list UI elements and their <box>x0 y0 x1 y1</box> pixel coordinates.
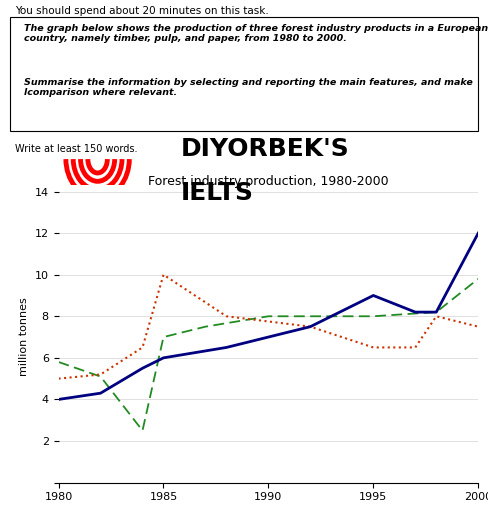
Paper <box>140 365 145 371</box>
Pulp <box>433 309 439 315</box>
Paper <box>56 396 61 402</box>
Timber <box>307 324 313 330</box>
Y-axis label: million tonnes: million tonnes <box>19 297 29 376</box>
Timber <box>98 371 103 377</box>
Timber <box>161 272 166 278</box>
Pulp <box>307 313 313 319</box>
Pulp <box>203 324 208 330</box>
Line: Pulp: Pulp <box>59 279 478 431</box>
Text: The graph below shows the production of three forest industry products in a Euro: The graph below shows the production of … <box>24 24 488 44</box>
Title: Forest industry production, 1980-2000: Forest industry production, 1980-2000 <box>148 175 389 187</box>
Line: Paper: Paper <box>59 233 478 399</box>
Pulp <box>265 313 271 319</box>
Paper <box>307 324 313 330</box>
Paper <box>475 230 481 236</box>
Paper <box>161 355 166 361</box>
Text: You should spend about 20 minutes on this task.: You should spend about 20 minutes on thi… <box>15 6 268 15</box>
Pulp <box>56 359 61 365</box>
FancyBboxPatch shape <box>10 17 478 132</box>
Pulp <box>140 428 145 434</box>
Timber <box>224 313 229 319</box>
Pulp <box>370 313 376 319</box>
Pulp <box>98 373 103 379</box>
Line: Timber: Timber <box>59 275 478 379</box>
Paper <box>224 345 229 351</box>
Pulp <box>161 334 166 340</box>
Timber <box>56 376 61 382</box>
Text: Write at least 150 words.: Write at least 150 words. <box>15 144 137 154</box>
Pulp <box>475 276 481 282</box>
Timber <box>370 345 376 351</box>
Timber <box>475 324 481 330</box>
Text: Summarise the information by selecting and reporting the main features, and make: Summarise the information by selecting a… <box>24 78 473 97</box>
Timber <box>433 313 439 319</box>
Paper <box>412 309 418 315</box>
Text: IELTS: IELTS <box>181 181 254 205</box>
Text: DIYORBEK'S: DIYORBEK'S <box>181 137 349 161</box>
Paper <box>98 390 103 396</box>
Timber <box>412 345 418 351</box>
Paper <box>433 309 439 315</box>
Paper <box>370 292 376 298</box>
Timber <box>140 345 145 351</box>
